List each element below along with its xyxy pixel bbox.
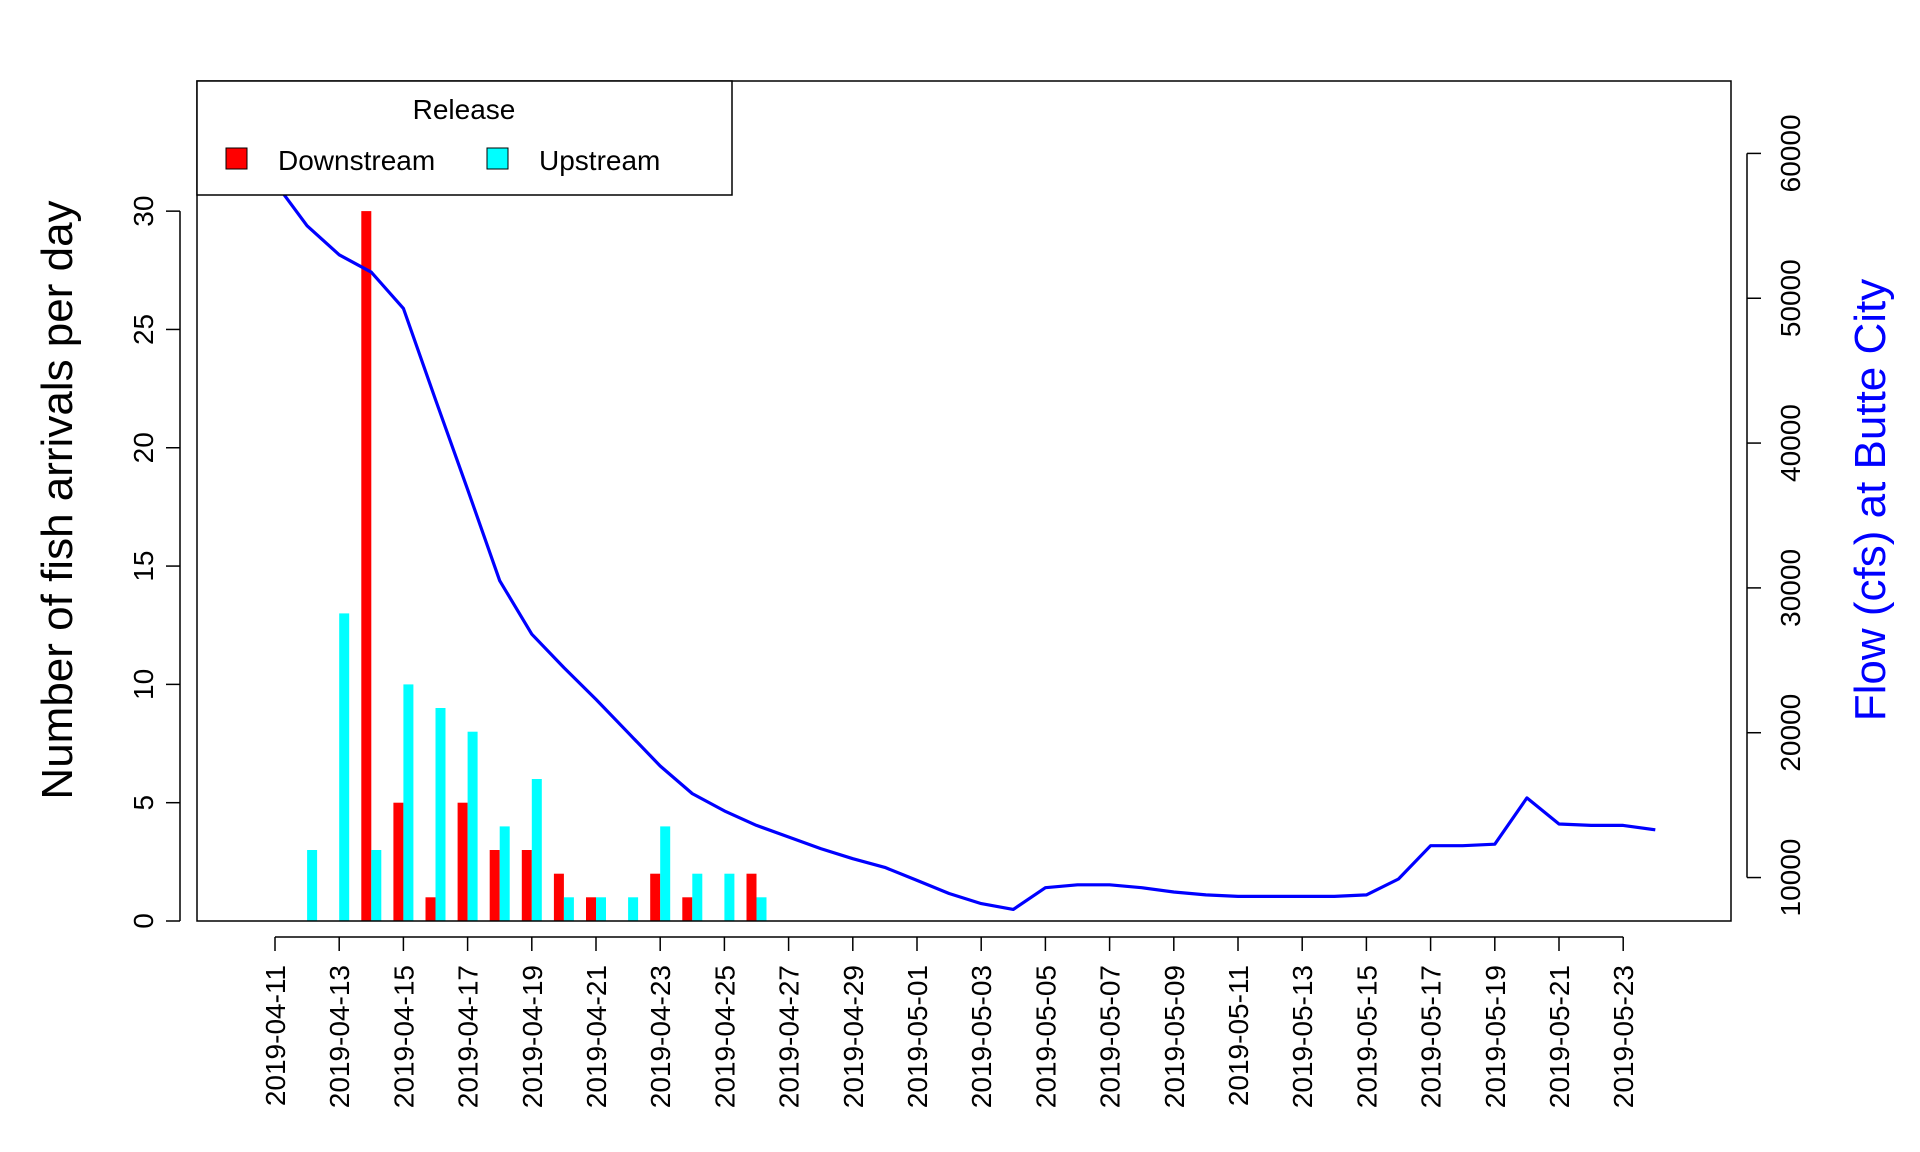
y2-axis-label: Flow (cfs) at Butte City <box>1846 279 1895 722</box>
bar-upstream-2019-04-18 <box>499 826 510 921</box>
x-tick-label: 2019-05-17 <box>1416 965 1447 1108</box>
y-tick-label: 25 <box>128 314 159 345</box>
legend-label-downstream: Downstream <box>278 145 435 176</box>
y-tick-label: 30 <box>128 196 159 227</box>
x-tick-label: 2019-05-23 <box>1608 965 1639 1108</box>
right-y-axis: 10000 20000 30000 40000 50000 60000 <box>1746 114 1806 917</box>
y-tick-label: 0 <box>128 913 159 929</box>
x-tick-label: 2019-04-29 <box>838 965 869 1108</box>
bar-downstream-2019-04-23 <box>650 873 661 921</box>
bar-downstream-2019-04-17 <box>457 802 468 921</box>
y2-tick-label: 10000 <box>1775 839 1806 917</box>
x-tick-label: 2019-04-23 <box>645 965 676 1108</box>
bar-upstream-2019-04-15 <box>403 684 414 921</box>
legend: Release Downstream Upstream <box>196 80 733 196</box>
bar-upstream-2019-04-23 <box>660 826 671 921</box>
left-y-axis: 0 5 10 15 20 25 30 <box>128 196 181 929</box>
y2-tick-label: 20000 <box>1775 694 1806 772</box>
x-tick-label: 2019-05-19 <box>1480 965 1511 1108</box>
y-axis-label: Number of fish arrivals per day <box>33 200 82 799</box>
bar-downstream-2019-04-14 <box>361 211 372 922</box>
x-tick-label: 2019-04-21 <box>581 965 612 1108</box>
bar-downstream-2019-04-18 <box>489 850 500 921</box>
x-tick-label: 2019-04-17 <box>453 965 484 1108</box>
legend-swatch-downstream <box>225 147 248 170</box>
bar-downstream-2019-04-21 <box>586 897 596 921</box>
x-tick-label: 2019-04-11 <box>260 965 291 1106</box>
y2-tick-label: 60000 <box>1775 114 1806 192</box>
bar-upstream-2019-04-22 <box>628 897 639 921</box>
x-tick-label: 2019-05-07 <box>1095 965 1126 1108</box>
bar-downstream-2019-04-19 <box>521 850 532 921</box>
legend-title: Release <box>413 94 516 125</box>
bar-downstream-2019-04-15 <box>393 802 404 921</box>
bar-upstream-2019-04-14 <box>371 850 382 921</box>
x-tick-label: 2019-05-11 <box>1223 965 1254 1106</box>
y-tick-label: 15 <box>128 550 159 581</box>
x-tick-label: 2019-05-13 <box>1287 965 1318 1108</box>
bar-upstream-2019-04-16 <box>435 708 446 921</box>
x-tick-label: 2019-04-27 <box>774 965 805 1108</box>
bar-upstream-2019-04-20 <box>563 897 574 921</box>
bar-upstream-2019-04-12 <box>307 850 318 921</box>
bar-upstream-2019-04-24 <box>692 873 703 921</box>
y2-tick-label: 50000 <box>1775 259 1806 337</box>
bar-upstream-2019-04-19 <box>531 779 542 921</box>
bar-upstream-2019-04-25 <box>724 873 735 921</box>
x-tick-label: 2019-05-15 <box>1351 965 1382 1108</box>
x-tick-label: 2019-04-13 <box>324 965 355 1108</box>
x-tick-label: 2019-04-15 <box>388 965 419 1108</box>
legend-label-upstream: Upstream <box>539 145 660 176</box>
legend-swatch-upstream <box>486 147 509 170</box>
x-tick-label: 2019-05-21 <box>1544 965 1575 1108</box>
flow-line <box>273 181 1656 912</box>
legend-box <box>196 80 733 196</box>
bar-downstream-2019-04-16 <box>425 897 436 921</box>
bar-upstream-2019-04-17 <box>467 731 478 921</box>
x-tick-label: 2019-05-05 <box>1030 965 1061 1108</box>
x-tick-label: 2019-04-25 <box>709 965 740 1108</box>
bar-downstream-2019-04-26 <box>746 873 757 921</box>
x-tick-label: 2019-05-01 <box>902 965 933 1108</box>
bar-downstream-2019-04-20 <box>553 873 564 921</box>
plot-frame <box>196 80 1732 922</box>
x-tick-label: 2019-05-03 <box>966 965 997 1108</box>
x-tick-label: 2019-05-09 <box>1159 965 1190 1108</box>
y-tick-label: 5 <box>128 795 159 811</box>
bar-upstream-2019-04-26 <box>756 897 767 921</box>
bar-downstream-2019-04-24 <box>682 897 693 921</box>
x-axis: 2019-04-11 2019-04-13 2019-04-15 2019-04-17… <box>260 936 1639 1108</box>
x-tick-label: 2019-04-19 <box>517 965 548 1108</box>
bar-upstream-2019-04-13 <box>339 613 350 921</box>
y2-tick-label: 40000 <box>1775 404 1806 482</box>
flow-layer <box>273 181 1656 912</box>
y-tick-label: 20 <box>128 432 159 463</box>
bar-upstream-2019-04-21 <box>596 897 606 921</box>
y-tick-label: 10 <box>128 669 159 700</box>
bars-layer <box>307 211 767 922</box>
y2-tick-label: 30000 <box>1775 549 1806 627</box>
